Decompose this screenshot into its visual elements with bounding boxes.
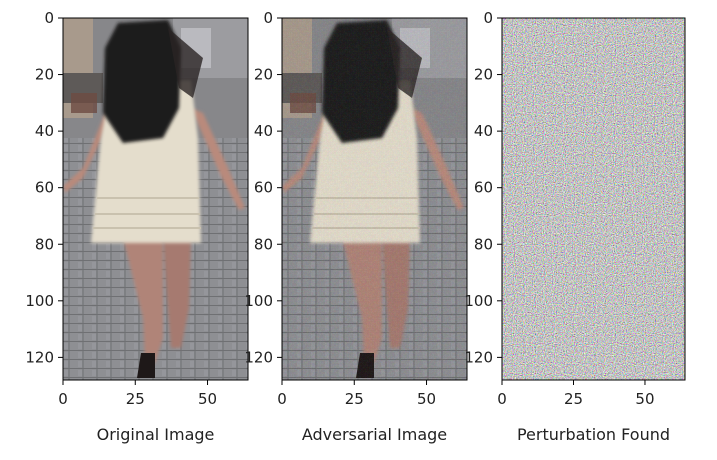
panel-original <box>63 18 248 380</box>
x-tick-label: 0 <box>497 390 507 408</box>
y-tick-label: 0 <box>44 9 54 27</box>
y-tick-label: 120 <box>25 348 54 366</box>
y-tick-label: 80 <box>254 235 273 253</box>
axes-2: 0 20 40 60 80 100 120 0 25 50 Adversarial Image <box>244 9 468 444</box>
x-tick-label: 0 <box>58 390 68 408</box>
y-tick-label: 60 <box>474 179 493 197</box>
x-tick-label: 50 <box>198 390 217 408</box>
panel-adversarial <box>282 18 467 380</box>
axes-frame <box>62 17 249 381</box>
axes-1: 0 20 40 60 80 100 120 0 25 50 Original Image <box>25 9 249 444</box>
original-image <box>63 18 248 380</box>
x-axis-label: Perturbation Found <box>517 425 670 444</box>
axes-frame <box>501 17 686 381</box>
x-axis-label: Original Image <box>97 425 215 444</box>
x-tick-label: 0 <box>277 390 287 408</box>
y-tick-label: 40 <box>35 122 54 140</box>
y-tick-label: 120 <box>464 348 493 366</box>
perturbation-image <box>502 18 685 380</box>
y-tick-label: 80 <box>35 235 54 253</box>
y-tick-label: 0 <box>483 9 493 27</box>
y-tick-label: 120 <box>244 348 273 366</box>
y-tick-label: 20 <box>254 66 273 84</box>
y-tick-label: 20 <box>35 66 54 84</box>
y-tick-label: 100 <box>244 292 273 310</box>
adversarial-image <box>282 18 467 380</box>
axes-frame <box>281 17 468 381</box>
y-tick-label: 40 <box>254 122 273 140</box>
y-tick-label: 100 <box>25 292 54 310</box>
x-tick-label: 50 <box>635 390 654 408</box>
x-tick-label: 25 <box>564 390 583 408</box>
panel-perturbation <box>502 18 685 380</box>
x-tick-label: 25 <box>126 390 145 408</box>
y-tick-label: 0 <box>263 9 273 27</box>
y-tick-label: 60 <box>254 179 273 197</box>
y-tick-label: 40 <box>474 122 493 140</box>
x-tick-label: 25 <box>345 390 364 408</box>
x-tick-label: 50 <box>417 390 436 408</box>
axes-3: 0 20 40 60 80 100 120 0 25 50 Perturbation Found <box>464 9 686 444</box>
y-tick-label: 80 <box>474 235 493 253</box>
y-tick-label: 20 <box>474 66 493 84</box>
y-tick-label: 100 <box>464 292 493 310</box>
y-tick-label: 60 <box>35 179 54 197</box>
x-axis-label: Adversarial Image <box>302 425 447 444</box>
